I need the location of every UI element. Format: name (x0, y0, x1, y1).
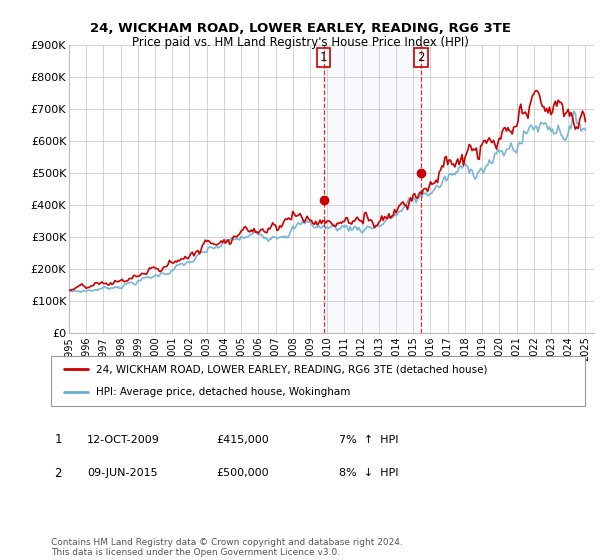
Text: 09-JUN-2015: 09-JUN-2015 (87, 468, 158, 478)
Text: 1: 1 (320, 51, 328, 64)
Text: HPI: Average price, detached house, Wokingham: HPI: Average price, detached house, Woki… (97, 388, 351, 398)
Text: £415,000: £415,000 (216, 435, 269, 445)
Text: Price paid vs. HM Land Registry's House Price Index (HPI): Price paid vs. HM Land Registry's House … (131, 36, 469, 49)
Text: 7%  ↑  HPI: 7% ↑ HPI (339, 435, 398, 445)
Text: 24, WICKHAM ROAD, LOWER EARLEY, READING, RG6 3TE (detached house): 24, WICKHAM ROAD, LOWER EARLEY, READING,… (97, 364, 488, 374)
Bar (323, 45, 421, 333)
Text: 2: 2 (417, 51, 425, 64)
Text: 1: 1 (54, 433, 62, 446)
Text: Contains HM Land Registry data © Crown copyright and database right 2024.
This d: Contains HM Land Registry data © Crown c… (51, 538, 403, 557)
Text: 8%  ↓  HPI: 8% ↓ HPI (339, 468, 398, 478)
Text: 2: 2 (54, 466, 62, 480)
Text: £500,000: £500,000 (216, 468, 269, 478)
Text: 12-OCT-2009: 12-OCT-2009 (87, 435, 160, 445)
Text: 24, WICKHAM ROAD, LOWER EARLEY, READING, RG6 3TE: 24, WICKHAM ROAD, LOWER EARLEY, READING,… (89, 22, 511, 35)
